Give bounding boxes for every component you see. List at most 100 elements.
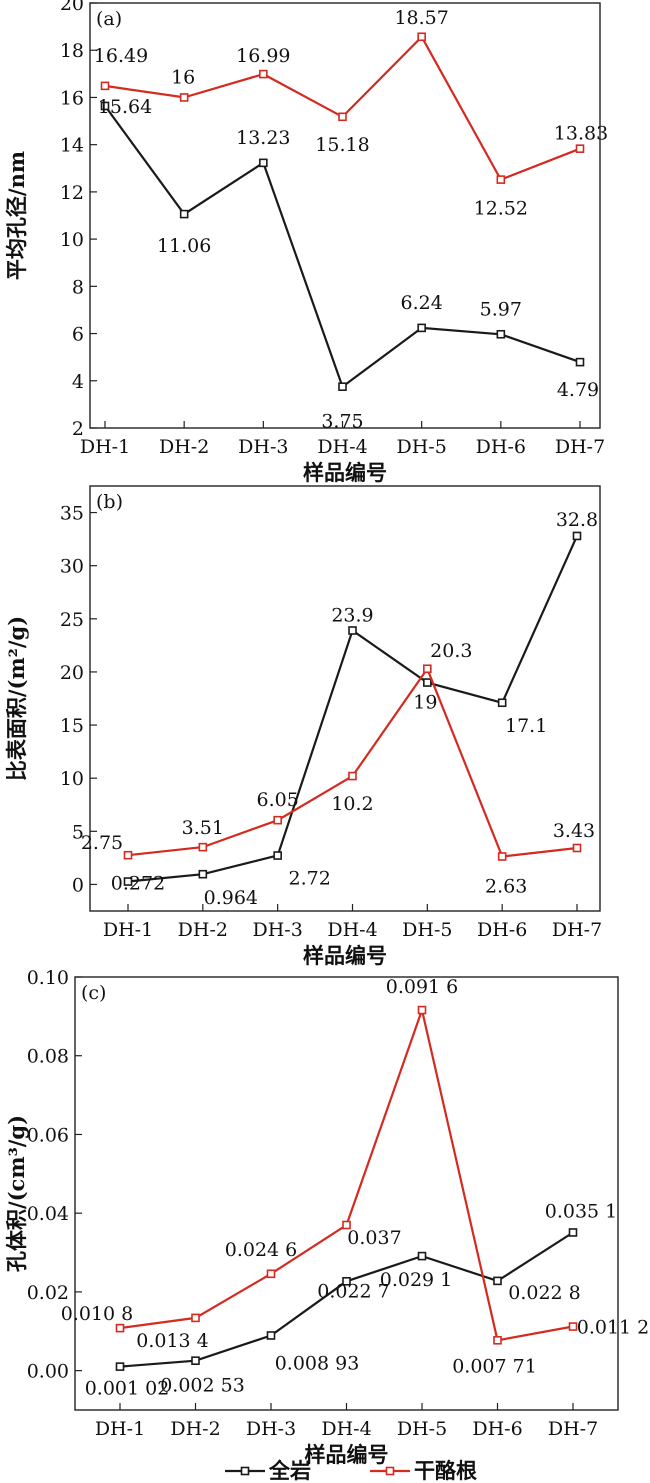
data-label: 5.97 xyxy=(480,298,522,320)
data-point xyxy=(266,1269,276,1279)
data-label: 0.035 1 xyxy=(545,1200,618,1222)
data-label: 15.64 xyxy=(98,96,152,118)
data-label: 0.022 8 xyxy=(508,1282,581,1304)
data-label: 0.008 93 xyxy=(275,1352,360,1374)
data-label: 0.022 7 xyxy=(317,1280,390,1302)
data-label: 11.06 xyxy=(157,235,211,257)
x-tick-label: DH-3 xyxy=(253,919,303,941)
data-label: 12.52 xyxy=(474,198,528,220)
x-tick-label: DH-7 xyxy=(548,1418,598,1440)
legend-label: 干酪根 xyxy=(414,1458,477,1483)
y-tick-label: 0.00 xyxy=(27,1361,69,1383)
y-tick-label: 20 xyxy=(60,0,84,15)
chart-panel: 0 5 10 15 20 25 30 35 DH-1 DH-2 DH-3 DH-4 DH-5 DH-6 DH… xyxy=(4,485,602,968)
y-tick-label: 0.04 xyxy=(27,1203,69,1225)
y-tick-label: 35 xyxy=(60,503,84,525)
data-point xyxy=(572,531,582,541)
data-point xyxy=(123,877,133,886)
x-tick-label: DH-3 xyxy=(238,436,288,458)
data-point xyxy=(115,1362,125,1371)
x-tick-label: DH-4 xyxy=(317,436,367,458)
data-label: 0.037 xyxy=(347,1227,401,1249)
y-tick-label: 0.06 xyxy=(27,1124,69,1146)
x-tick-label: DH-6 xyxy=(476,436,526,458)
panel-label: (a) xyxy=(96,8,122,30)
data-point xyxy=(198,842,208,852)
data-point xyxy=(259,158,268,168)
y-tick-label: 8 xyxy=(72,276,84,298)
data-point xyxy=(338,112,347,122)
y-axis-title: 孔体积/(cm³/g) xyxy=(4,1115,29,1272)
x-tick-label: DH-1 xyxy=(95,1418,145,1440)
y-tick-label: 30 xyxy=(60,556,84,578)
data-point xyxy=(423,678,432,687)
legend-swatch-marker xyxy=(385,1466,395,1476)
plot-frame xyxy=(89,485,601,912)
plot-frame xyxy=(89,2,601,429)
data-point xyxy=(568,1322,578,1331)
data-label: 3.51 xyxy=(182,817,224,839)
data-point xyxy=(100,101,110,111)
data-label: 0.091 6 xyxy=(386,976,459,998)
data-point xyxy=(191,1356,200,1365)
x-axis-title: 样品编号 xyxy=(303,943,387,968)
x-tick-label: DH-1 xyxy=(80,436,130,458)
data-label: 16.49 xyxy=(94,45,148,67)
y-tick-label: 6 xyxy=(72,324,84,346)
data-point xyxy=(496,175,506,184)
data-label: 2.75 xyxy=(81,832,123,854)
data-point xyxy=(191,1313,200,1323)
legend: 全岩 干酪根 xyxy=(225,1458,477,1483)
x-tick-label: DH-7 xyxy=(555,436,605,458)
data-point xyxy=(417,1005,427,1015)
data-label: 13.23 xyxy=(236,127,290,149)
data-label: 0.024 6 xyxy=(225,1239,298,1261)
data-label: 4.79 xyxy=(557,379,599,401)
y-tick-label: 10 xyxy=(60,768,84,790)
y-tick-label: 12 xyxy=(60,182,84,204)
y-tick-label: 16 xyxy=(60,87,84,109)
data-point xyxy=(497,698,507,708)
data-label: 0.013 4 xyxy=(136,1330,209,1352)
x-axis-title: 样品编号 xyxy=(305,1442,389,1467)
data-label: 6.05 xyxy=(257,789,299,811)
panel-label: (b) xyxy=(96,491,123,513)
data-label: 0.011 2 xyxy=(577,1317,650,1339)
data-point xyxy=(417,32,426,42)
x-tick-label: DH-3 xyxy=(246,1418,296,1440)
data-point xyxy=(266,1331,276,1340)
legend-swatch-marker xyxy=(240,1466,250,1476)
data-point xyxy=(342,1276,351,1286)
series-line xyxy=(104,34,581,181)
data-point xyxy=(493,1276,502,1286)
x-tick-label: DH-5 xyxy=(402,919,452,941)
data-point xyxy=(273,815,282,825)
data-point xyxy=(342,1220,351,1230)
data-label: 6.24 xyxy=(401,292,443,314)
y-tick-label: 5 xyxy=(72,821,84,843)
data-label: 0.007 71 xyxy=(452,1355,537,1377)
data-label: 0.272 xyxy=(111,873,165,895)
data-label: 3.43 xyxy=(553,820,595,842)
data-label: 0.001 02 xyxy=(85,1378,170,1400)
y-tick-label: 0.08 xyxy=(27,1046,69,1068)
data-label: 2.72 xyxy=(289,868,331,890)
y-tick-label: 2 xyxy=(72,418,84,440)
data-point xyxy=(179,93,189,102)
data-point xyxy=(575,357,585,367)
data-label: 18.57 xyxy=(394,7,448,29)
data-point xyxy=(572,843,582,853)
x-tick-label: DH-2 xyxy=(159,436,209,458)
data-label: 16.99 xyxy=(236,45,290,67)
y-axis-title: 平均孔径/nm xyxy=(4,151,29,280)
data-label: 2.63 xyxy=(485,875,527,897)
x-tick-label: DH-5 xyxy=(397,436,447,458)
data-label: 23.9 xyxy=(331,605,373,627)
data-point xyxy=(273,851,282,860)
data-label: 0.964 xyxy=(204,887,258,909)
data-label: 13.83 xyxy=(554,123,608,145)
y-tick-label: 0.10 xyxy=(27,967,69,989)
data-point xyxy=(493,1335,502,1345)
data-point xyxy=(198,869,208,879)
x-tick-label: DH-6 xyxy=(477,919,527,941)
